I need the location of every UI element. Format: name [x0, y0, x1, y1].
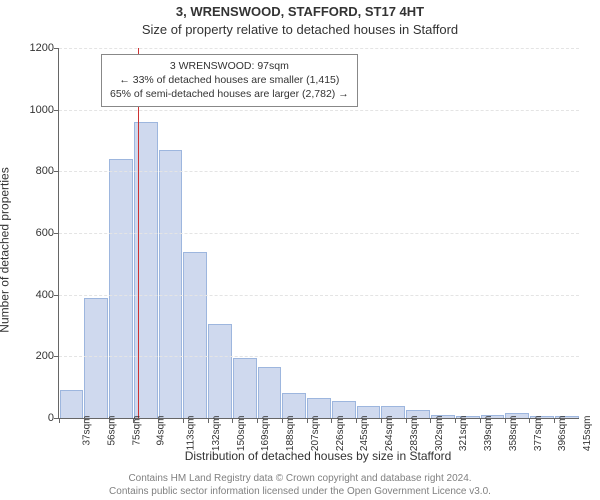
gridline: [59, 171, 579, 172]
xtick-mark: [356, 418, 357, 423]
xtick-label: 188sqm: [285, 416, 296, 452]
xtick-label: 283sqm: [409, 416, 420, 452]
xtick-mark: [331, 418, 332, 423]
ytick-mark: [54, 295, 59, 296]
ytick-label: 400: [14, 289, 54, 301]
xtick-mark: [208, 418, 209, 423]
ytick-label: 200: [14, 350, 54, 362]
info-line-2: ← 33% of detached houses are smaller (1,…: [110, 73, 349, 87]
ytick-label: 1000: [14, 104, 54, 116]
ytick-mark: [54, 110, 59, 111]
gridline: [59, 356, 579, 357]
xtick-mark: [529, 418, 530, 423]
xtick-label: 415sqm: [582, 416, 593, 452]
xtick-label: 150sqm: [236, 416, 247, 452]
histogram-bar: [208, 324, 232, 418]
gridline: [59, 295, 579, 296]
xtick-mark: [84, 418, 85, 423]
histogram-bar: [60, 390, 84, 418]
ytick-label: 0: [14, 412, 54, 424]
histogram-bar: [84, 298, 108, 418]
xtick-label: 377sqm: [533, 416, 544, 452]
footer-attribution: Contains HM Land Registry data © Crown c…: [0, 473, 600, 498]
xtick-mark: [59, 418, 60, 423]
xtick-mark: [505, 418, 506, 423]
ytick-mark: [54, 48, 59, 49]
xtick-label: 302sqm: [434, 416, 445, 452]
gridline: [59, 233, 579, 234]
xtick-label: 396sqm: [558, 416, 569, 452]
y-axis-label-text: Number of detached properties: [0, 167, 12, 332]
xtick-label: 169sqm: [260, 416, 271, 452]
gridline: [59, 110, 579, 111]
histogram-bar: [183, 252, 207, 419]
x-axis-label: Distribution of detached houses by size …: [58, 449, 578, 463]
chart-container: 3, WRENSWOOD, STAFFORD, ST17 4HT Size of…: [0, 0, 600, 500]
chart-title-address: 3, WRENSWOOD, STAFFORD, ST17 4HT: [0, 4, 600, 19]
histogram-bar: [109, 159, 133, 418]
xtick-mark: [381, 418, 382, 423]
xtick-mark: [480, 418, 481, 423]
ytick-label: 1200: [14, 42, 54, 54]
xtick-mark: [282, 418, 283, 423]
xtick-mark: [158, 418, 159, 423]
xtick-label: 264sqm: [384, 416, 395, 452]
xtick-mark: [232, 418, 233, 423]
footer-line-1: Contains HM Land Registry data © Crown c…: [0, 473, 600, 486]
xtick-mark: [406, 418, 407, 423]
xtick-mark: [307, 418, 308, 423]
ytick-mark: [54, 233, 59, 234]
plot-area: 3 WRENSWOOD: 97sqm ← 33% of detached hou…: [58, 48, 579, 419]
info-box: 3 WRENSWOOD: 97sqm ← 33% of detached hou…: [101, 54, 358, 107]
xtick-label: 226sqm: [335, 416, 346, 452]
histogram-bar: [159, 150, 183, 418]
xtick-label: 207sqm: [310, 416, 321, 452]
footer-line-2: Contains public sector information licen…: [0, 486, 600, 499]
xtick-label: 113sqm: [185, 416, 196, 451]
ytick-mark: [54, 171, 59, 172]
xtick-mark: [257, 418, 258, 423]
xtick-mark: [455, 418, 456, 423]
xtick-mark: [133, 418, 134, 423]
xtick-label: 358sqm: [508, 416, 519, 452]
xtick-label: 132sqm: [211, 416, 222, 452]
gridline: [59, 48, 579, 49]
chart-title-description: Size of property relative to detached ho…: [0, 22, 600, 37]
info-line-3: 65% of semi-detached houses are larger (…: [110, 87, 349, 101]
y-axis-label: Number of detached properties: [0, 0, 12, 500]
ytick-label: 600: [14, 227, 54, 239]
xtick-mark: [183, 418, 184, 423]
xtick-mark: [430, 418, 431, 423]
xtick-mark: [554, 418, 555, 423]
xtick-mark: [109, 418, 110, 423]
xtick-label: 321sqm: [459, 416, 470, 452]
info-line-1: 3 WRENSWOOD: 97sqm: [110, 59, 349, 73]
xtick-label: 245sqm: [359, 416, 370, 452]
ytick-label: 800: [14, 165, 54, 177]
histogram-bar: [282, 393, 306, 418]
ytick-mark: [54, 356, 59, 357]
xtick-label: 339sqm: [483, 416, 494, 452]
histogram-bar: [258, 367, 282, 418]
histogram-bar: [233, 358, 257, 418]
